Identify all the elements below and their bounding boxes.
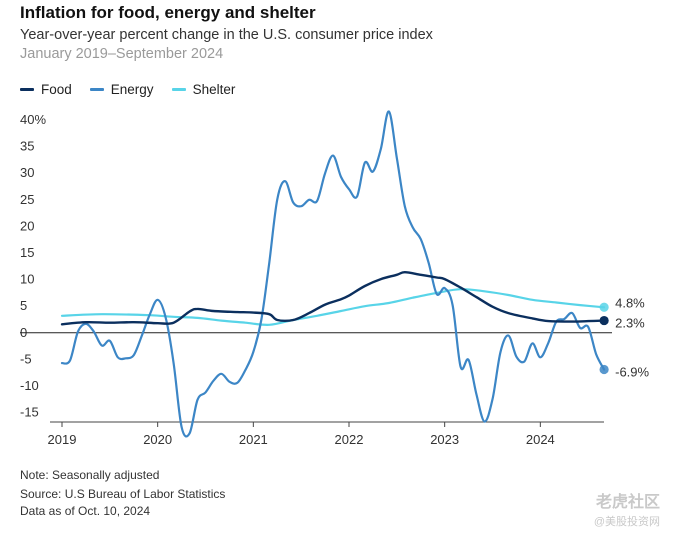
series-line-shelter bbox=[60, 288, 606, 326]
end-point-energy bbox=[599, 364, 609, 375]
y-tick-label: -15 bbox=[20, 405, 39, 420]
x-tick-label: 2019 bbox=[48, 432, 77, 447]
end-point-food bbox=[599, 315, 609, 326]
footer-note: Note: Seasonally adjusted bbox=[20, 468, 160, 482]
y-tick-label: 25 bbox=[20, 192, 34, 207]
footer-source: Source: U.S Bureau of Labor Statistics bbox=[20, 487, 226, 501]
end-label-energy: -6.9% bbox=[615, 365, 649, 380]
legend-label-food: Food bbox=[41, 82, 72, 97]
y-tick-label: 5 bbox=[20, 298, 27, 313]
legend-swatch-food bbox=[20, 88, 34, 91]
y-tick-label: 30 bbox=[20, 165, 34, 180]
x-tick-label: 2022 bbox=[335, 432, 364, 447]
legend-item-energy: Energy bbox=[89, 82, 154, 97]
x-tick-label: 2021 bbox=[239, 432, 268, 447]
chart-title: Inflation for food, energy and shelter bbox=[20, 3, 316, 22]
end-point-shelter bbox=[599, 302, 609, 312]
end-label-food: 2.3% bbox=[615, 316, 645, 331]
series-line-energy bbox=[60, 110, 606, 438]
y-tick-label: 40% bbox=[20, 112, 46, 127]
x-tick-label: 2024 bbox=[526, 432, 555, 447]
legend-item-shelter: Shelter bbox=[171, 82, 236, 97]
watermark-title: 老虎社区 bbox=[595, 494, 660, 511]
chart-subtitle: Year-over-year percent change in the U.S… bbox=[20, 27, 433, 43]
legend: Food Energy Shelter bbox=[20, 82, 253, 97]
watermark-subtitle: @美股投资网 bbox=[593, 516, 660, 528]
legend-swatch-energy bbox=[89, 88, 104, 91]
x-tick-label: 2020 bbox=[143, 432, 172, 447]
series-line-food bbox=[60, 271, 606, 326]
x-tick-label: 2023 bbox=[430, 432, 459, 447]
y-tick-label: 35 bbox=[20, 139, 34, 154]
footer-data-date: Data as of Oct. 10, 2024 bbox=[20, 504, 151, 518]
y-tick-label: 20 bbox=[20, 218, 34, 233]
y-tick-label: -10 bbox=[20, 378, 39, 393]
y-tick-label: 15 bbox=[20, 245, 34, 260]
y-tick-label: -5 bbox=[20, 351, 32, 366]
end-label-shelter: 4.8% bbox=[615, 295, 645, 310]
legend-swatch-shelter bbox=[171, 88, 186, 91]
y-tick-label: 10 bbox=[20, 272, 34, 287]
legend-item-food: Food bbox=[20, 82, 72, 97]
legend-label-shelter: Shelter bbox=[192, 82, 236, 97]
chart-date-range: January 2019–September 2024 bbox=[20, 46, 224, 62]
legend-label-energy: Energy bbox=[110, 82, 154, 97]
